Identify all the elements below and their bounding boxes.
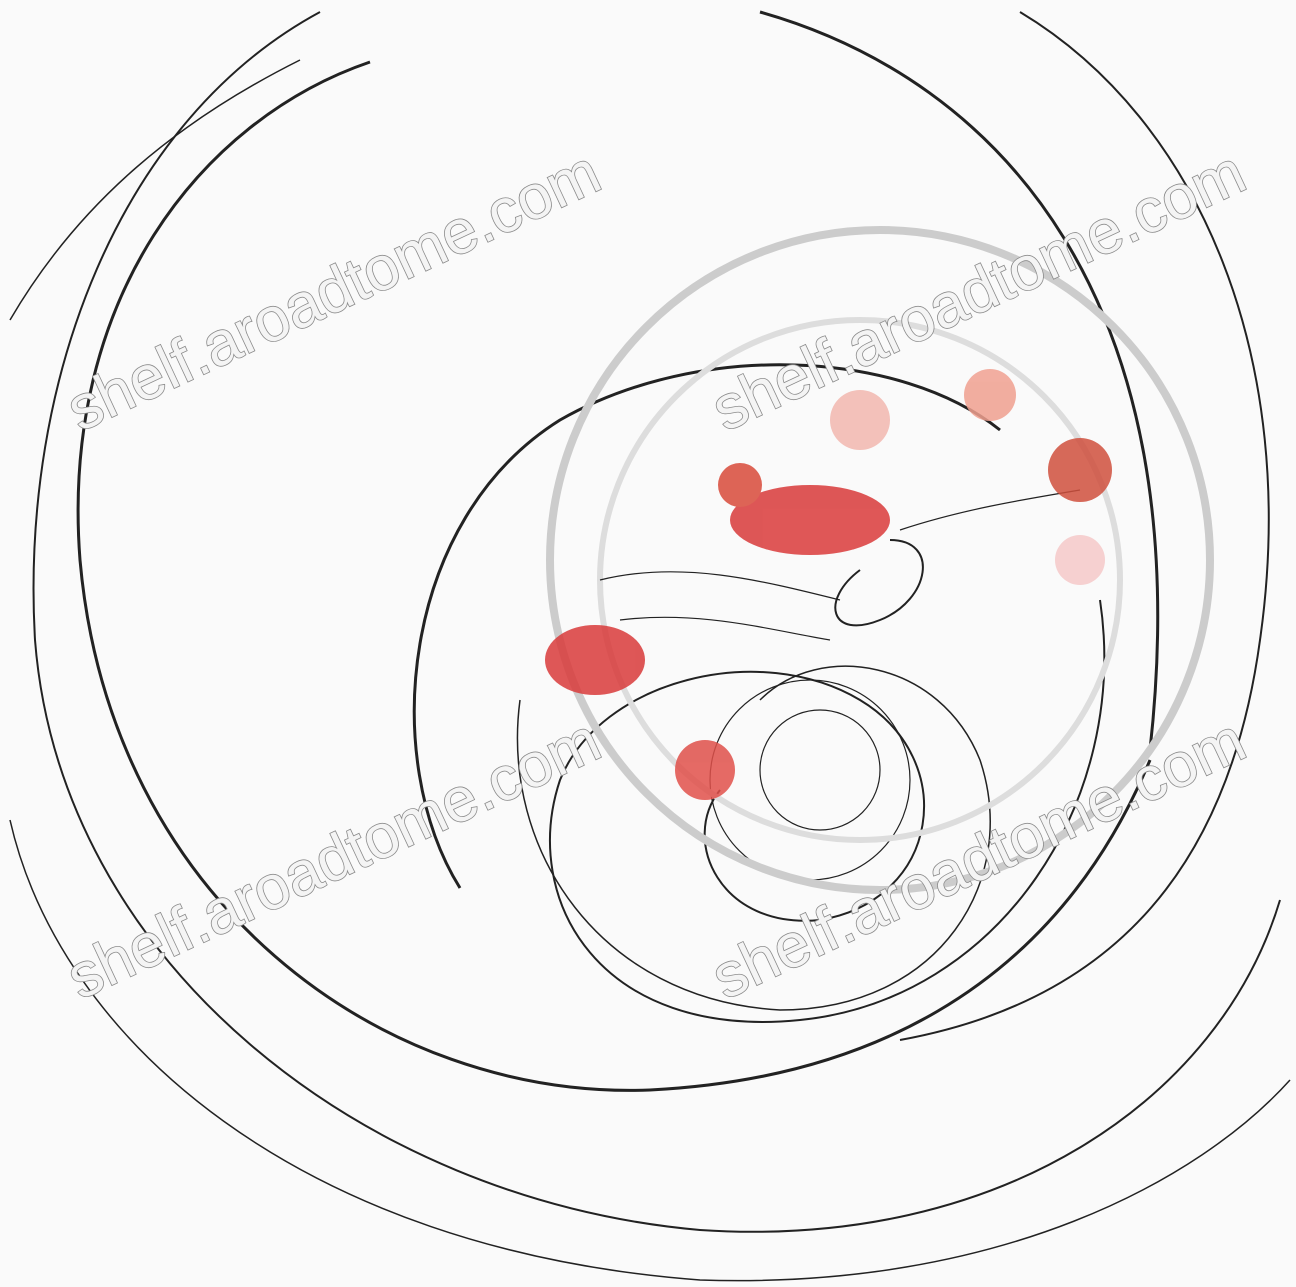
arc — [899, 11, 1270, 1041]
arc — [546, 226, 1214, 894]
flower — [1055, 535, 1105, 585]
flower — [675, 740, 735, 800]
arc — [759, 10, 1160, 751]
flower — [830, 390, 890, 450]
spiral-lines — [9, 10, 1291, 1282]
arc — [32, 11, 1281, 1233]
flower — [545, 625, 645, 695]
arc — [412, 363, 1001, 889]
flower — [718, 463, 762, 507]
arc — [9, 59, 301, 321]
flowers — [545, 369, 1112, 800]
flower — [964, 369, 1016, 421]
flower — [730, 485, 890, 555]
arc — [9, 819, 1291, 1282]
arc — [759, 709, 881, 831]
flower — [1048, 438, 1112, 502]
figure-outline — [834, 539, 924, 627]
arc — [76, 60, 1152, 1092]
arc — [516, 665, 991, 1011]
